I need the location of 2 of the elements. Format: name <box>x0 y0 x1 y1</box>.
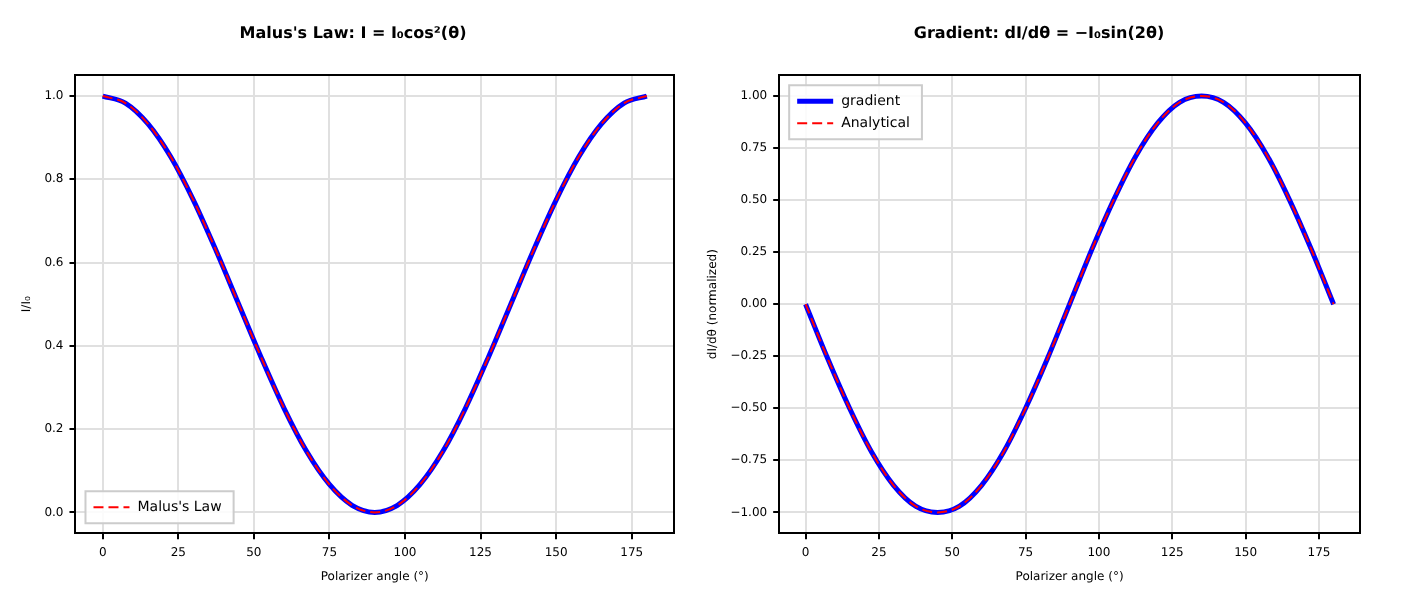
chart-title: Malus's Law: I = I₀cos²(θ) <box>239 23 467 42</box>
chart-title: Gradient: dI/dθ = −I₀sin(2θ) <box>913 23 1165 42</box>
